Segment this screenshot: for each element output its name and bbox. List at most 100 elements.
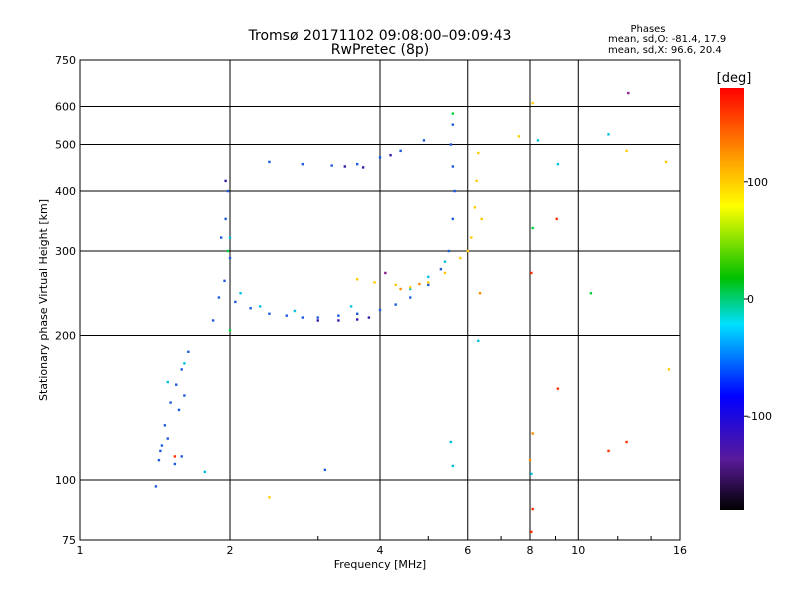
data-point [337, 319, 340, 322]
data-point [228, 256, 232, 260]
data-point [409, 296, 412, 299]
data-point [453, 189, 456, 193]
data-point [451, 217, 455, 221]
data-point [293, 309, 297, 313]
data-point [451, 165, 455, 168]
stats-x-line: mean, sd,X: 96.6, 20.4 [608, 45, 722, 56]
data-point [394, 283, 397, 287]
data-point [173, 462, 177, 466]
plot-frame [79, 59, 681, 541]
data-point [409, 287, 412, 291]
colorbar-label: [deg] [717, 71, 752, 86]
data-point [531, 432, 534, 435]
y-tick-label: 200 [55, 330, 76, 343]
data-point [226, 249, 230, 253]
data-point [607, 133, 610, 136]
data-point [439, 267, 443, 271]
data-point [449, 143, 453, 146]
data-point [154, 485, 158, 488]
data-point [169, 401, 172, 404]
data-point [268, 160, 271, 164]
chart-subtitle: RwPretec (8p) [331, 42, 429, 58]
data-point [384, 271, 387, 275]
data-point [530, 530, 533, 534]
data-point [475, 179, 478, 183]
data-point [226, 189, 230, 193]
data-point [180, 455, 183, 458]
colorbar-tick-label: 100 [747, 176, 768, 189]
data-point [378, 308, 382, 312]
data-point [625, 149, 628, 153]
x-tick-label: 8 [527, 544, 534, 557]
data-point [228, 236, 232, 239]
y-tick-label: 750 [55, 54, 76, 67]
data-point [422, 139, 426, 142]
data-point [530, 271, 533, 275]
x-tick-label: 16 [673, 544, 687, 557]
chart-title: Tromsø 20171102 09:08:00–09:09:43 [248, 28, 512, 44]
data-point [180, 368, 183, 371]
data-point [451, 464, 455, 468]
data-point [160, 444, 164, 447]
data-point [459, 256, 462, 260]
data-point [330, 164, 333, 167]
y-tick-label: 500 [55, 139, 76, 152]
data-point [177, 408, 181, 412]
scatter-points [154, 91, 671, 534]
data-point [367, 316, 371, 319]
data-point [447, 249, 451, 253]
data-point [389, 154, 392, 157]
data-point [249, 307, 252, 310]
y-tick-label: 300 [55, 245, 76, 258]
data-point [607, 449, 610, 453]
colorbar [720, 88, 744, 510]
x-tick-label: 10 [571, 544, 585, 557]
data-point [175, 383, 178, 386]
colorbar-ticks: 100 0 -100 [744, 176, 772, 423]
y-axis-label: Stationary phase Virtual Height [km] [37, 199, 50, 401]
data-point [183, 362, 186, 365]
data-point [337, 314, 340, 317]
x-tick-label: 4 [377, 544, 384, 557]
data-point [478, 292, 482, 295]
data-point [531, 101, 534, 105]
x-axis-label: Frequency [MHz] [334, 558, 426, 571]
x-axis: 1 2 4 6 8 10 16 [77, 536, 687, 557]
data-point [531, 226, 534, 230]
data-point [234, 300, 237, 304]
data-point [451, 123, 455, 126]
data-point [451, 112, 455, 115]
data-point [285, 314, 288, 317]
data-point [443, 271, 447, 275]
data-point [224, 179, 227, 183]
stats-header: Phases [630, 24, 665, 35]
data-point [443, 260, 447, 263]
data-point [418, 282, 421, 286]
data-point [536, 139, 540, 142]
data-point [378, 156, 382, 159]
data-point [399, 149, 402, 153]
data-point [531, 507, 534, 511]
data-point [343, 165, 347, 168]
colorbar-tick-label: 0 [747, 293, 754, 306]
x-tick-label: 6 [464, 544, 471, 557]
data-point [166, 437, 169, 440]
data-point [268, 496, 271, 499]
data-point [223, 279, 226, 283]
data-point [323, 468, 327, 472]
data-point [166, 380, 169, 384]
data-point [449, 440, 453, 444]
data-point [355, 318, 359, 321]
data-point [259, 305, 262, 308]
data-point [470, 236, 473, 239]
data-point [187, 350, 190, 353]
data-point [301, 316, 305, 319]
data-point [355, 162, 359, 166]
data-point [627, 91, 630, 95]
stats-o-line: mean, sd,O: -81.4, 17.9 [608, 34, 726, 45]
grid-lines [79, 59, 681, 541]
data-point [157, 458, 161, 462]
data-point [217, 296, 221, 299]
data-point [589, 292, 593, 295]
data-point [219, 236, 223, 239]
